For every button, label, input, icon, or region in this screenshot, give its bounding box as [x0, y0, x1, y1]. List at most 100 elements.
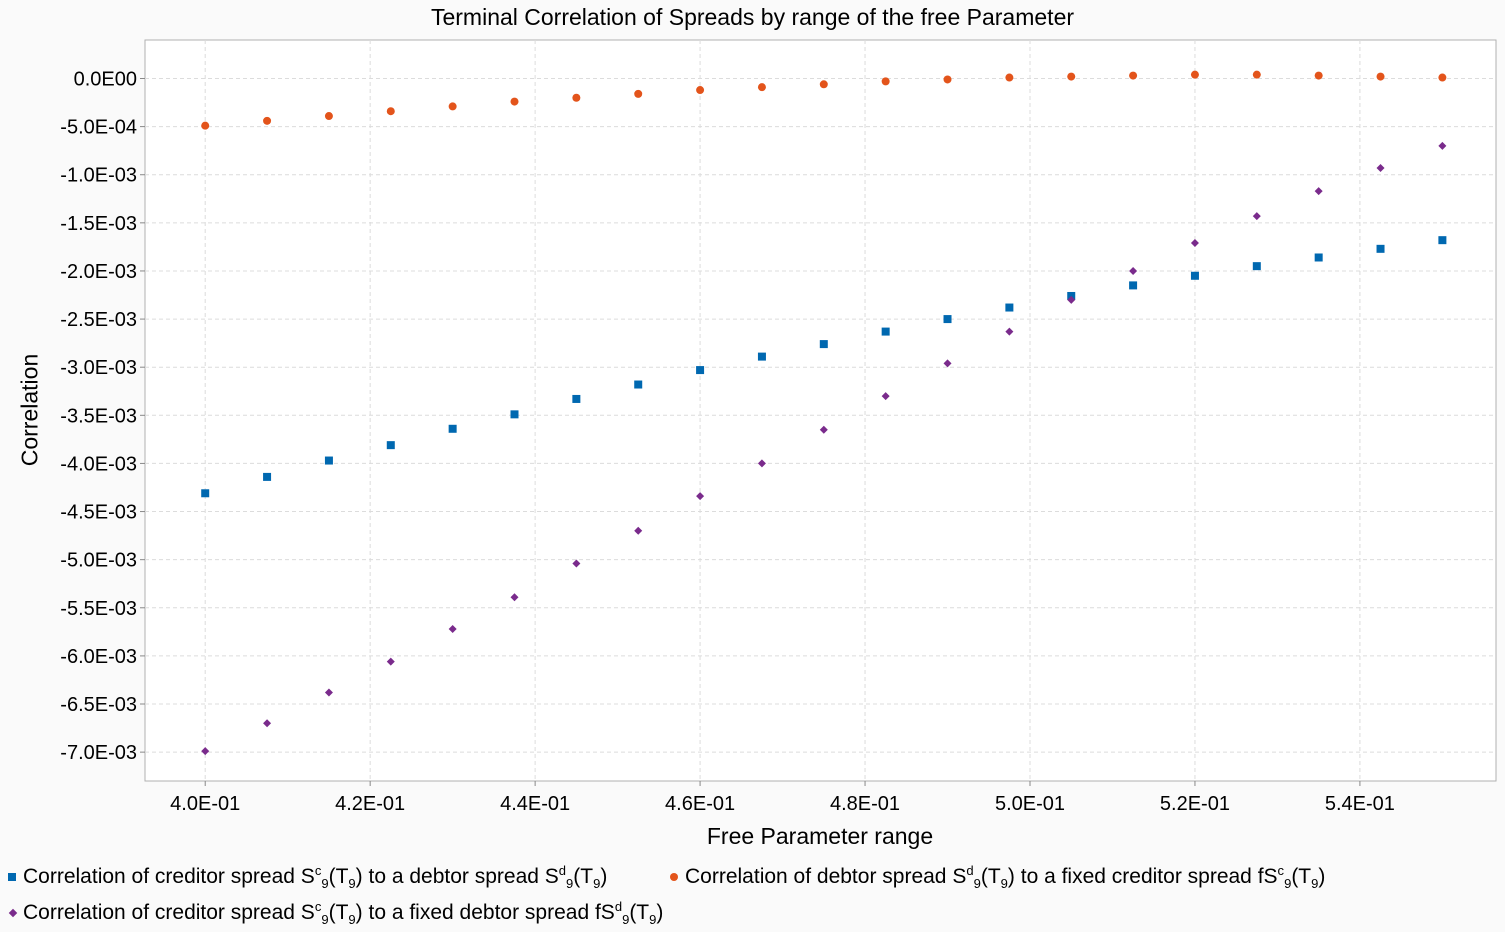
data-point-square — [696, 366, 705, 375]
data-point-square — [634, 380, 643, 389]
chart-title: Terminal Correlation of Spreads by range… — [430, 4, 1075, 30]
data-point-circle — [1005, 73, 1014, 82]
data-point-diamond — [757, 459, 766, 468]
y-tick-label: -4.5E-03 — [60, 502, 137, 524]
data-point-square — [1190, 271, 1199, 280]
y-tick-label: -6.0E-03 — [60, 646, 137, 668]
data-point-square — [881, 327, 890, 336]
diamond-marker-icon — [8, 908, 18, 918]
data-point-diamond — [1438, 141, 1447, 150]
data-point-diamond — [386, 657, 395, 666]
grid — [145, 40, 1496, 781]
data-point-circle — [1438, 73, 1447, 82]
y-tick-label: -6.5E-03 — [60, 694, 137, 716]
y-axis-title: Correlation — [16, 353, 43, 467]
data-point-diamond — [263, 719, 272, 728]
data-point-circle — [1190, 70, 1199, 79]
data-point-circle — [1252, 70, 1261, 79]
data-point-diamond — [1005, 327, 1014, 336]
data-point-square — [263, 472, 272, 481]
data-point-diamond — [1190, 239, 1199, 248]
data-point-diamond — [696, 492, 705, 501]
data-point-circle — [386, 107, 395, 116]
data-point-square — [1438, 236, 1447, 245]
data-point-diamond — [943, 359, 952, 368]
y-tick-label: -3.5E-03 — [60, 405, 137, 427]
data-point-circle — [1376, 72, 1385, 81]
data-point-diamond — [201, 747, 210, 756]
data-point-circle — [696, 86, 705, 95]
data-point-circle — [572, 93, 581, 102]
x-axis-title: Free Parameter range — [706, 823, 934, 849]
data-point-diamond — [1376, 163, 1385, 172]
legend-item-series-2: Correlation of debtor spread Sd9(T9) to … — [670, 863, 1325, 891]
data-point-diamond — [448, 624, 457, 633]
data-point-square — [448, 424, 457, 433]
x-tick-label: 5.4E-01 — [1325, 793, 1395, 815]
y-tick-label: -5.5E-03 — [60, 598, 137, 620]
data-point-square — [943, 315, 952, 324]
x-tick-label: 4.8E-01 — [830, 793, 900, 815]
x-tick-label: 5.0E-01 — [995, 793, 1065, 815]
y-tick-label: -4.0E-03 — [60, 453, 137, 475]
data-point-square — [1129, 281, 1138, 290]
data-point-circle — [324, 112, 333, 121]
data-point-circle — [1067, 72, 1076, 81]
data-point-square — [201, 489, 210, 498]
legend-label-series-2: Correlation of debtor spread Sd9(T9) to … — [685, 863, 1326, 892]
y-tick-label: -1.5E-03 — [60, 213, 137, 235]
data-point-diamond — [1067, 295, 1076, 304]
data-point-diamond — [1129, 266, 1138, 275]
plot-area — [144, 39, 1497, 782]
x-tick-label: 4.6E-01 — [665, 793, 735, 815]
data-point-square — [572, 394, 581, 403]
data-point-circle — [1129, 71, 1138, 80]
legend-label-series-3: Correlation of creditor spread Sc9(T9) t… — [23, 899, 664, 928]
x-tick-label: 5.2E-01 — [1160, 793, 1230, 815]
data-point-square — [510, 410, 519, 419]
data-point-circle — [757, 83, 766, 92]
legend-label-series-1: Correlation of creditor spread Sc9(T9) t… — [23, 863, 608, 892]
y-tick-label: -2.5E-03 — [60, 309, 137, 331]
data-point-diamond — [510, 593, 519, 602]
data-point-diamond — [634, 526, 643, 535]
square-marker-icon — [8, 873, 16, 882]
data-point-square — [1314, 253, 1323, 262]
y-tick-label: -1.0E-03 — [60, 165, 137, 187]
data-point-diamond — [1314, 187, 1323, 196]
data-point-diamond — [572, 559, 581, 568]
y-tick-label: -5.0E-03 — [60, 550, 137, 572]
x-tick-label: 4.0E-01 — [170, 793, 240, 815]
data-point-square — [1005, 303, 1014, 312]
y-tick-label: -7.0E-03 — [60, 742, 137, 764]
data-point-diamond — [1252, 212, 1261, 221]
y-tick-label: -5.0E-04 — [60, 117, 137, 139]
data-point-square — [386, 441, 395, 450]
y-tick-label: -3.0E-03 — [60, 357, 137, 379]
data-point-circle — [448, 102, 457, 111]
data-point-square — [324, 456, 333, 465]
data-point-circle — [634, 89, 643, 98]
circle-marker-icon — [670, 873, 678, 882]
data-point-circle — [881, 77, 890, 86]
data-point-circle — [943, 75, 952, 84]
data-point-circle — [201, 121, 210, 130]
data-point-circle — [819, 80, 828, 89]
data-point-square — [819, 340, 828, 349]
data-point-square — [1376, 244, 1385, 253]
data-point-square — [757, 352, 766, 361]
data-point-square — [1252, 262, 1261, 271]
axis-ticks: 4.0E-01 4.2E-01 4.4E-01 4.6E-01 4.8E-01 5.0E-… — [60, 68, 1395, 815]
legend-item-series-1: Correlation of creditor spread Sc9(T9) t… — [8, 863, 607, 891]
y-tick-label: 0.0E00 — [74, 68, 137, 90]
data-point-diamond — [819, 425, 828, 434]
data-point-diamond — [324, 688, 333, 697]
x-tick-label: 4.4E-01 — [500, 793, 570, 815]
data-points — [201, 70, 1447, 756]
y-tick-label: -2.0E-03 — [60, 261, 137, 283]
legend-item-series-3: Correlation of creditor spread Sc9(T9) t… — [8, 899, 663, 927]
data-point-diamond — [881, 392, 890, 401]
data-point-circle — [1314, 71, 1323, 80]
x-tick-label: 4.2E-01 — [335, 793, 405, 815]
